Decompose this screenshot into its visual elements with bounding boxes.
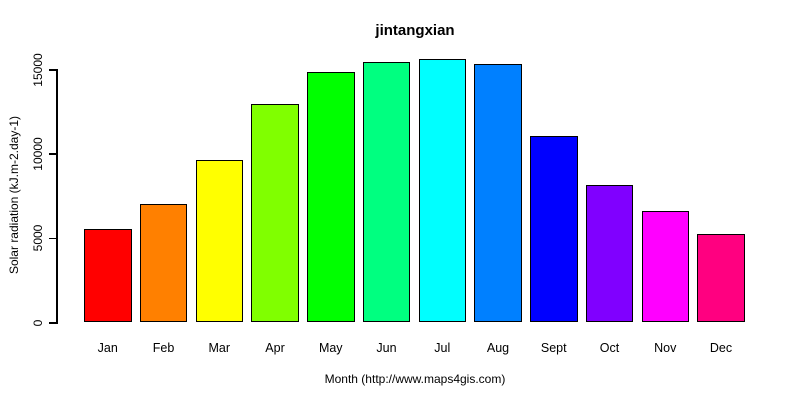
x-tick-label-jul: Jul xyxy=(434,341,451,355)
x-tick-label-feb: Feb xyxy=(152,341,175,355)
bar-jun xyxy=(362,62,411,322)
x-tick-label-aug: Aug xyxy=(486,341,510,355)
bar-mar xyxy=(195,160,243,322)
y-axis-line xyxy=(56,69,58,324)
x-tick-label-nov: Nov xyxy=(654,341,677,355)
x-axis-label: Month (http://www.maps4gis.com) xyxy=(324,372,506,386)
x-tick-label-may: May xyxy=(318,341,343,355)
bar-feb xyxy=(139,203,188,322)
bar-sept xyxy=(530,136,578,322)
bar-oct xyxy=(585,185,634,322)
x-tick-label-mar: Mar xyxy=(208,341,231,355)
x-tick-label-jun: Jun xyxy=(376,341,397,355)
x-tick-label-dec: Dec xyxy=(709,341,733,355)
y-tick-mark-0 xyxy=(49,322,56,324)
x-tick-label-jan: Jan xyxy=(97,341,118,355)
y-tick-mark-5000 xyxy=(49,237,56,240)
chart-title: jintangxian xyxy=(375,22,455,39)
bar-nov xyxy=(641,210,689,322)
bar-jul xyxy=(418,58,466,322)
bar-jan xyxy=(84,229,132,322)
y-tick-mark-10000 xyxy=(49,153,56,155)
x-tick-label-sept: Sept xyxy=(540,341,567,355)
bar-may xyxy=(307,72,355,322)
x-tick-label-apr: Apr xyxy=(265,341,285,355)
y-tick-mark-15000 xyxy=(49,69,56,71)
bar-aug xyxy=(474,63,522,322)
bar-apr xyxy=(251,104,299,322)
y-axis-label-text: Solar radiation (kJ.m-2.day-1) xyxy=(7,115,21,275)
bar-dec xyxy=(697,234,745,322)
x-tick-label-oct: Oct xyxy=(599,341,620,355)
